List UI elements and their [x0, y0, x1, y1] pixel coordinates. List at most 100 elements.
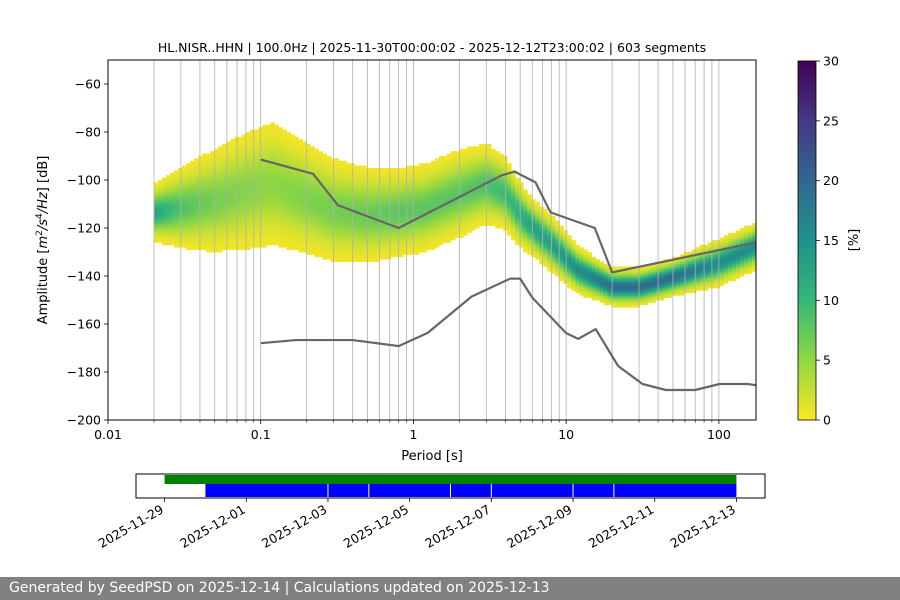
psd-cell	[422, 232, 428, 236]
psd-cell	[627, 297, 632, 301]
psd-cell	[551, 254, 556, 258]
psd-cell	[539, 237, 544, 241]
psd-cell	[471, 208, 476, 212]
psd-cell	[234, 216, 239, 219]
psd-cell	[366, 170, 372, 174]
psd-cell	[446, 192, 452, 195]
psd-cell	[671, 261, 677, 265]
psd-cell	[322, 206, 327, 210]
psd-cell	[479, 189, 484, 193]
psd-cell	[454, 189, 460, 193]
psd-cell	[406, 170, 412, 174]
psd-cell	[483, 208, 488, 212]
psd-cell	[426, 163, 432, 166]
psd-cell	[463, 204, 468, 207]
psd-cell	[218, 163, 223, 166]
psd-cell	[254, 132, 259, 135]
psd-cell	[370, 172, 376, 176]
psd-cell	[314, 189, 319, 193]
psd-cell	[342, 247, 348, 250]
psd-cell	[459, 184, 464, 188]
psd-cell	[334, 206, 339, 210]
psd-cell	[454, 182, 460, 186]
psd-cell	[422, 194, 428, 198]
psd-cell	[250, 175, 255, 178]
psd-cell	[619, 297, 624, 301]
psd-cell	[170, 187, 175, 190]
psd-cell	[531, 254, 536, 258]
psd-cell	[362, 225, 368, 229]
psd-cell	[727, 273, 733, 277]
psd-cell	[491, 180, 496, 183]
psd-cell	[627, 280, 632, 284]
psd-cell	[326, 252, 331, 255]
psd-cell	[467, 151, 472, 154]
psd-cell	[715, 264, 721, 267]
psd-cell	[318, 160, 323, 164]
psd-cell	[543, 244, 548, 248]
psd-cell	[278, 129, 283, 133]
psd-cell	[507, 194, 512, 198]
psd-cell	[743, 232, 749, 236]
psd-cell	[747, 254, 753, 258]
psd-cell	[743, 254, 749, 258]
psd-cell	[294, 153, 299, 157]
psd-cell	[370, 249, 376, 253]
psd-cell	[495, 204, 500, 207]
psd-cell	[318, 218, 323, 222]
psd-cell	[190, 244, 195, 248]
psd-cell	[310, 192, 315, 195]
psd-cell	[627, 283, 632, 286]
psd-cell	[567, 278, 572, 282]
psd-cell	[338, 206, 343, 210]
psd-cell	[378, 232, 384, 236]
psd-cell	[414, 232, 420, 236]
psd-cell	[278, 151, 283, 154]
psd-cell	[346, 218, 352, 222]
psd-cell	[687, 280, 693, 284]
psd-cell	[487, 151, 492, 154]
psd-cell	[475, 199, 480, 202]
psd-cell	[266, 213, 271, 217]
psd-cell	[342, 211, 348, 214]
psd-cell	[406, 213, 412, 217]
psd-cell	[194, 228, 199, 231]
y-tick-label: −180	[67, 365, 101, 380]
psd-cell	[278, 230, 283, 234]
psd-cell	[519, 206, 524, 210]
availability-tick-label: 2025-12-07	[422, 502, 492, 551]
psd-cell	[278, 199, 283, 202]
psd-cell	[402, 225, 408, 229]
psd-cell	[262, 213, 267, 217]
psd-cell	[695, 249, 701, 253]
psd-cell	[326, 220, 331, 224]
psd-cell	[611, 288, 616, 291]
psd-cell	[402, 172, 408, 176]
psd-cell	[454, 165, 460, 169]
psd-cell	[711, 273, 717, 277]
psd-cell	[559, 271, 564, 274]
psd-cell	[162, 216, 167, 219]
psd-cell	[230, 180, 235, 183]
psd-cell	[250, 194, 255, 198]
psd-cell	[579, 259, 584, 262]
psd-cell	[326, 160, 331, 164]
psd-cell	[370, 168, 376, 171]
psd-cell	[210, 175, 215, 178]
psd-cell	[394, 189, 400, 193]
psd-cell	[511, 216, 516, 219]
psd-cell	[422, 223, 428, 226]
psd-cell	[382, 230, 388, 234]
psd-cell	[190, 189, 195, 193]
psd-cell	[663, 278, 669, 282]
psd-cell	[274, 204, 279, 207]
psd-cell	[527, 232, 532, 236]
psd-cell	[326, 163, 331, 166]
psd-cell	[499, 199, 504, 202]
psd-cell	[426, 177, 432, 181]
psd-cell	[286, 153, 291, 157]
psd-cell	[366, 211, 372, 214]
psd-cell	[511, 225, 516, 229]
psd-cell	[210, 218, 215, 222]
psd-cell	[575, 285, 580, 289]
